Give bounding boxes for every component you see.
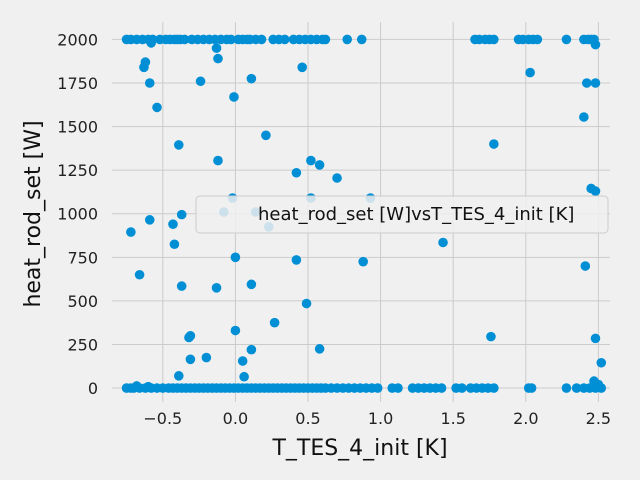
x-tick-label: 2.5	[586, 409, 611, 428]
scatter-point	[126, 227, 136, 237]
scatter-point	[269, 317, 280, 328]
y-tick-labels: 0 250 500 750 1000 1250 1500 1750 2000	[57, 30, 98, 398]
scatter-point	[229, 92, 239, 102]
scatter-point	[486, 331, 496, 342]
scatter-point	[213, 155, 223, 166]
legend-box	[195, 195, 609, 234]
scatter-point	[489, 383, 499, 393]
y-axis-label: heat_rod_set [W]	[21, 120, 46, 307]
scatter-point	[489, 34, 499, 45]
scatter-point	[168, 219, 178, 230]
y-tick-label: 1000	[57, 205, 98, 224]
scatter-point	[152, 102, 162, 113]
scatter-point	[590, 186, 601, 196]
x-tick-label: 1.5	[440, 409, 465, 428]
scatter-point	[356, 34, 367, 45]
y-tick-label: 250	[67, 335, 98, 354]
scatter-point	[279, 34, 290, 45]
scatter-point	[579, 112, 589, 122]
scatter-point	[195, 76, 206, 87]
scatter-point	[144, 78, 155, 88]
scatter-point	[184, 332, 194, 343]
x-tick-label: 0.0	[223, 409, 248, 428]
scatter-point	[144, 215, 155, 225]
scatter-point	[246, 344, 257, 355]
legend-entry-label: heat_rod_set [W]vsT_TES_4_init [K]	[258, 204, 574, 225]
scatter-point	[561, 383, 572, 393]
scatter-point	[213, 53, 223, 64]
scatter-point	[438, 237, 448, 248]
scatter-point	[230, 252, 241, 263]
scatter-point	[169, 239, 180, 250]
scatter-point	[489, 139, 499, 149]
scatter-point	[561, 34, 572, 45]
scatter-point	[297, 62, 307, 73]
scatter-point	[358, 256, 368, 267]
scatter-point	[342, 34, 353, 45]
y-tick-label: 1250	[57, 161, 98, 180]
scatter-point	[320, 34, 331, 45]
scatter-point	[436, 383, 447, 393]
scatter-point	[246, 73, 257, 84]
scatter-point	[173, 140, 184, 150]
scatter-point	[291, 167, 302, 178]
scatter-point	[239, 371, 249, 382]
x-tick-labels: −0.5 0.0 0.5 1.0 1.5 2.0 2.5	[143, 409, 611, 428]
scatter-point	[173, 371, 184, 381]
scatter-point	[590, 39, 601, 50]
scatter-point	[596, 383, 607, 393]
data-points	[121, 34, 607, 393]
scatter-point	[201, 352, 212, 363]
scatter-point	[301, 298, 312, 309]
scatter-point	[139, 62, 149, 73]
scatter-point	[571, 383, 582, 393]
legend: heat_rod_set [W]vsT_TES_4_init [K]	[195, 195, 609, 234]
scatter-point	[532, 34, 543, 45]
scatter-point	[256, 34, 267, 45]
scatter-point	[176, 281, 187, 291]
y-tick-label: 1750	[57, 74, 98, 93]
scatter-point	[226, 34, 236, 45]
scatter-point	[314, 344, 325, 354]
x-tick-label: 1.0	[368, 409, 393, 428]
x-tick-label: 2.0	[513, 409, 538, 428]
y-tick-label: 750	[67, 248, 98, 267]
scatter-point	[179, 34, 190, 45]
scatter-point	[372, 383, 383, 393]
scatter-point	[211, 283, 222, 293]
x-tick-label: −0.5	[143, 409, 182, 428]
scatter-point	[230, 325, 241, 336]
scatter-point	[332, 173, 342, 183]
scatter-point	[176, 209, 187, 220]
scatter-point	[185, 354, 196, 365]
scatter-point	[261, 130, 271, 141]
x-axis-label: T_TES_4_init [K]	[271, 436, 447, 461]
y-tick-label: 2000	[57, 30, 98, 49]
scatter-point	[134, 269, 145, 280]
scatter-point	[306, 155, 316, 166]
scatter-point	[581, 78, 592, 88]
scatter-point	[291, 255, 302, 265]
scatter-point	[393, 383, 403, 393]
scatter-point	[526, 383, 537, 393]
scatter-point	[314, 160, 325, 170]
scatter-point	[580, 261, 591, 271]
scatter-point	[147, 34, 158, 45]
scatter-point	[246, 279, 257, 290]
y-tick-label: 0	[88, 379, 98, 398]
x-tick-label: 0.5	[295, 409, 320, 428]
scatter-point	[237, 356, 248, 366]
scatter-point	[457, 383, 467, 393]
y-tick-label: 1500	[57, 118, 98, 137]
scatter-point	[211, 43, 222, 53]
scatter-point	[596, 357, 607, 368]
y-tick-label: 500	[67, 292, 98, 311]
scatter-point	[590, 78, 601, 88]
scatter-point	[590, 333, 601, 344]
scatter-point	[525, 67, 535, 78]
